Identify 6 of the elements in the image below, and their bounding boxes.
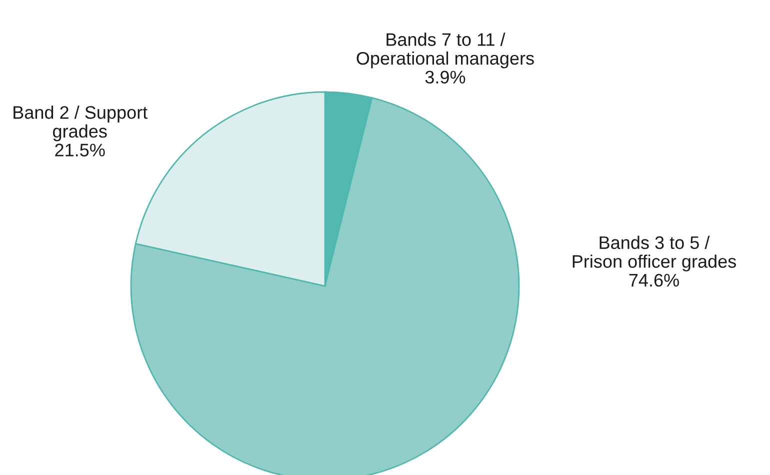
slice-label: Bands 3 to 5 / Prison officer grades [572, 236, 736, 272]
data-label: 3.9% [425, 70, 466, 84]
slice-label: Band 2 / Support grades [14, 106, 148, 142]
data-label: 21.5% [55, 144, 105, 156]
slice-label: Bands 7 to 11 / Operational managers [356, 32, 534, 68]
data-label: 74.6% [629, 274, 679, 287]
